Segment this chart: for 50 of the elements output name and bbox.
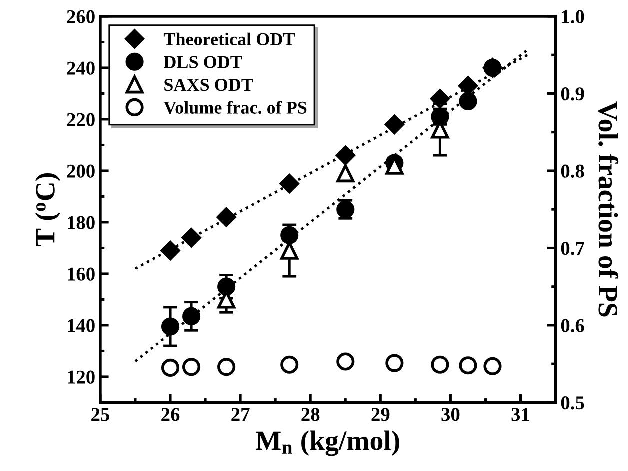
y-tick-label: 140 xyxy=(68,319,95,332)
x-tick-label: 29 xyxy=(372,408,390,422)
point xyxy=(336,164,355,183)
point xyxy=(336,352,355,371)
x-tick-label: 28 xyxy=(302,408,320,422)
point xyxy=(484,58,502,78)
y-tick-label: 260 xyxy=(67,10,95,24)
y2-tick-label: 1.0 xyxy=(562,10,584,24)
point xyxy=(484,357,502,376)
legend-label: SAXS ODT xyxy=(164,79,254,92)
point xyxy=(182,307,201,326)
point xyxy=(160,241,180,261)
point xyxy=(384,114,404,134)
y-tick-label: 120 xyxy=(68,370,95,384)
point xyxy=(218,358,236,376)
legend-label: Volume frac. of PS xyxy=(164,101,307,114)
point xyxy=(161,318,180,336)
point xyxy=(430,89,450,109)
point xyxy=(218,278,236,296)
x-tick-label: 27 xyxy=(232,408,250,422)
x-tick-label: 26 xyxy=(162,408,180,422)
legend-label: Theoretical ODT xyxy=(164,32,295,46)
y2-tick-label: 0.5 xyxy=(561,396,584,410)
point xyxy=(280,174,300,194)
y-tick-label: 180 xyxy=(68,216,95,230)
x-tick-label: 30 xyxy=(442,408,460,422)
y2-axis-title: Vol. fraction of PS xyxy=(598,102,619,317)
point xyxy=(459,92,478,110)
point xyxy=(280,356,299,374)
point xyxy=(386,354,404,372)
legend-label: DLS ODT xyxy=(164,56,242,68)
y2-tick-label: 0.6 xyxy=(561,319,584,332)
point xyxy=(459,356,478,375)
point xyxy=(336,146,356,166)
x-axis-title: M$_{n}$ (kg/mol) xyxy=(256,430,400,456)
y2-tick-label: 0.8 xyxy=(561,164,584,178)
y-axis-title: T ($^{o}$C) xyxy=(35,174,61,247)
y-tick-label: 220 xyxy=(67,113,95,126)
point xyxy=(182,358,201,376)
point xyxy=(182,228,202,248)
point xyxy=(431,356,450,374)
x-tick-label: 25 xyxy=(92,408,110,422)
y-tick-label: 200 xyxy=(67,164,95,178)
y-tick-label: 160 xyxy=(68,268,95,281)
y2-tick-label: 0.7 xyxy=(561,242,584,256)
x-tick-label: 31 xyxy=(512,408,530,422)
y2-tick-label: 0.9 xyxy=(561,88,584,101)
point xyxy=(161,358,180,377)
point xyxy=(216,208,236,228)
y-tick-label: 240 xyxy=(67,62,95,75)
